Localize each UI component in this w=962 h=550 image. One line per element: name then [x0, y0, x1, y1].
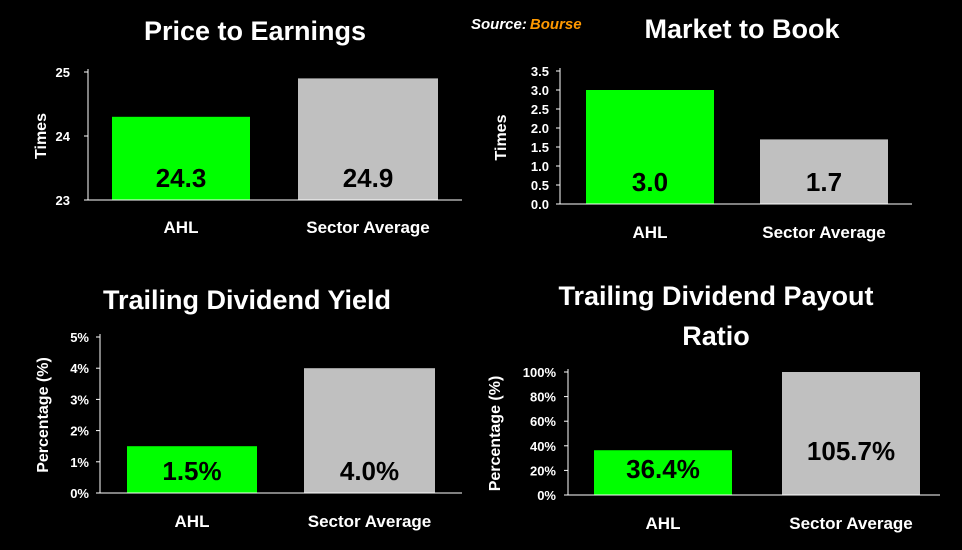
y-axis-label: Times	[493, 114, 510, 160]
y-tick-label: 60%	[530, 414, 556, 429]
source-name: Bourse	[530, 16, 582, 33]
chart-title: Market to Book	[644, 14, 840, 44]
bar-sector-average	[304, 368, 435, 493]
y-tick-label: 2.0	[531, 121, 549, 136]
data-label: 24.3	[156, 163, 207, 193]
x-category-label: AHL	[164, 218, 199, 237]
x-category-label: Sector Average	[308, 512, 431, 531]
y-tick-label: 2.5	[531, 102, 549, 117]
chart-3: Trailing Dividend Yield 0% 1% 2% 3% 4% 5% Perce…	[35, 285, 462, 531]
data-label: 3.0	[632, 167, 668, 197]
bar-ahl	[127, 446, 257, 493]
data-label: 105.7%	[807, 436, 895, 466]
source-label: Source:	[471, 16, 527, 33]
data-label: 36.4%	[626, 454, 700, 484]
y-tick-label: 100%	[523, 365, 557, 380]
y-tick-label: 40%	[530, 439, 556, 454]
y-axis-label: Percentage (%)	[487, 376, 504, 492]
y-tick-label: 4%	[70, 361, 89, 376]
bar-sector-average	[782, 372, 920, 495]
y-tick-label: 0%	[70, 486, 89, 501]
chart-2: Market to Book 0.0 0.5 1.0 1.5 2.0 2.5 3.0 3.5 Ti…	[493, 14, 912, 242]
y-axis-label: Times	[33, 113, 50, 159]
x-category-label: AHL	[646, 514, 681, 533]
x-category-label: AHL	[633, 223, 668, 242]
y-tick-label: 0.5	[531, 178, 549, 193]
y-tick-label: 3.5	[531, 64, 549, 79]
y-tick-label: 0%	[537, 488, 556, 503]
chart-title-line2: Ratio	[682, 321, 750, 351]
chart-title: Price to Earnings	[144, 16, 366, 46]
bar-ahl	[594, 450, 732, 495]
chart-title: Trailing Dividend Payout	[558, 281, 873, 311]
y-tick-label: 1.0	[531, 159, 549, 174]
x-category-label: Sector Average	[306, 218, 429, 237]
data-label: 1.7	[806, 167, 842, 197]
y-tick-label: 0.0	[531, 197, 549, 212]
y-tick-label: 80%	[530, 390, 556, 405]
bar-sector-average	[760, 139, 888, 204]
y-tick-label: 3.0	[531, 83, 549, 98]
x-category-label: Sector Average	[762, 223, 885, 242]
y-axis-label: Percentage (%)	[35, 357, 52, 473]
x-category-label: Sector Average	[789, 514, 912, 533]
y-tick-label: 2%	[70, 424, 89, 439]
y-tick-label: 1%	[70, 455, 89, 470]
bar-ahl	[586, 90, 714, 204]
y-tick-label: 25	[56, 65, 70, 80]
y-tick-label: 5%	[70, 330, 89, 345]
data-label: 24.9	[343, 163, 394, 193]
chart-4: Trailing Dividend Payout Ratio 0% 20% 40% 60%…	[487, 281, 940, 533]
chart-title: Trailing Dividend Yield	[103, 285, 391, 315]
y-tick-label: 3%	[70, 392, 89, 407]
y-tick-label: 24	[56, 129, 71, 144]
y-tick-label: 23	[56, 193, 70, 208]
data-label: 4.0%	[340, 456, 399, 486]
bar-sector-average	[298, 78, 438, 200]
y-tick-label: 1.5	[531, 140, 549, 155]
x-category-label: AHL	[175, 512, 210, 531]
y-tick-label: 20%	[530, 463, 556, 478]
source-note: Source: Bourse	[471, 16, 582, 33]
bar-ahl	[112, 116, 250, 200]
chart-1: Price to Earnings 23 24 25 Times 24.3 AHL 24.9 S…	[33, 16, 462, 237]
data-label: 1.5%	[162, 456, 221, 486]
